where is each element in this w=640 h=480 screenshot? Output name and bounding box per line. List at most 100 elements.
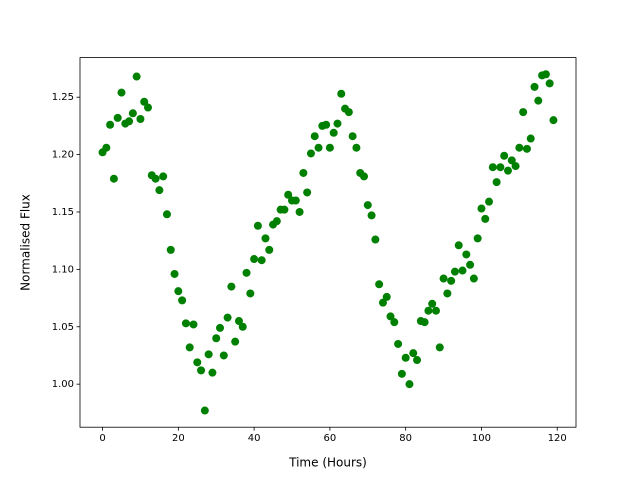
y-tick-label: 1.25 (52, 92, 74, 103)
point (428, 299, 437, 308)
point (117, 88, 126, 97)
point (106, 120, 115, 129)
y-axis-label: Normalised Flux (19, 194, 33, 291)
point (261, 234, 270, 243)
point (181, 319, 190, 328)
point (238, 322, 247, 331)
point (450, 267, 459, 276)
point (132, 72, 141, 81)
point (223, 313, 232, 322)
point (212, 334, 221, 343)
point (359, 172, 368, 181)
point (477, 204, 486, 213)
y-tick-label: 1.05 (52, 322, 74, 333)
point (378, 298, 387, 307)
point (458, 266, 467, 275)
point (473, 234, 482, 243)
point (310, 132, 319, 141)
point (397, 369, 406, 378)
x-tick-label: 100 (472, 433, 491, 444)
point (420, 318, 429, 327)
point (492, 178, 501, 187)
point (363, 201, 372, 210)
point (466, 260, 475, 269)
point (431, 306, 440, 315)
point (250, 255, 259, 264)
point (193, 358, 202, 367)
point (174, 287, 183, 296)
point (443, 289, 452, 298)
point (125, 117, 134, 126)
x-tick-label: 120 (548, 433, 567, 444)
point (481, 214, 490, 223)
point (469, 274, 478, 283)
y-tick-label: 1.10 (52, 264, 74, 275)
point (496, 163, 505, 172)
point (348, 132, 357, 141)
point (545, 79, 554, 88)
point (390, 318, 399, 327)
point (314, 143, 323, 152)
point (155, 186, 164, 195)
point (541, 70, 550, 79)
y-tick-label: 1.20 (52, 150, 74, 161)
point (367, 211, 376, 220)
point (375, 280, 384, 289)
point (371, 235, 380, 244)
point (549, 116, 558, 125)
point (386, 312, 395, 321)
point (352, 143, 361, 152)
point (265, 245, 274, 254)
point (185, 343, 194, 352)
point (503, 166, 512, 175)
point (337, 89, 346, 98)
point (511, 162, 520, 171)
x-tick-label: 60 (324, 433, 337, 444)
x-tick-label: 20 (172, 433, 185, 444)
point (534, 96, 543, 105)
point (488, 163, 497, 172)
point (231, 337, 240, 346)
point (162, 210, 171, 219)
y-tick-label: 1.00 (52, 379, 74, 390)
point (280, 205, 289, 214)
point (253, 221, 262, 230)
point (507, 156, 516, 165)
point (401, 353, 410, 362)
point (439, 274, 448, 283)
point (303, 188, 312, 197)
point (242, 268, 251, 277)
point (325, 143, 334, 152)
point (257, 256, 266, 265)
point (234, 317, 243, 326)
point (522, 144, 531, 153)
point (159, 172, 168, 181)
point (526, 134, 535, 143)
point (291, 196, 300, 205)
point (485, 197, 494, 206)
point (216, 323, 225, 332)
point (178, 296, 187, 305)
point (306, 149, 315, 158)
point (109, 174, 118, 183)
point (299, 168, 308, 177)
point (136, 115, 145, 124)
x-tick-label: 40 (248, 433, 261, 444)
point (322, 120, 331, 129)
point (246, 289, 255, 298)
point (140, 97, 149, 106)
plot-frame (79, 57, 577, 428)
point (189, 320, 198, 329)
point (295, 207, 304, 216)
point (447, 276, 456, 285)
point (344, 108, 353, 117)
point (329, 128, 338, 137)
point (515, 143, 524, 152)
point (200, 406, 209, 415)
point (170, 269, 179, 278)
point (530, 82, 539, 91)
point (197, 366, 206, 375)
point (151, 174, 160, 183)
point (272, 217, 281, 226)
